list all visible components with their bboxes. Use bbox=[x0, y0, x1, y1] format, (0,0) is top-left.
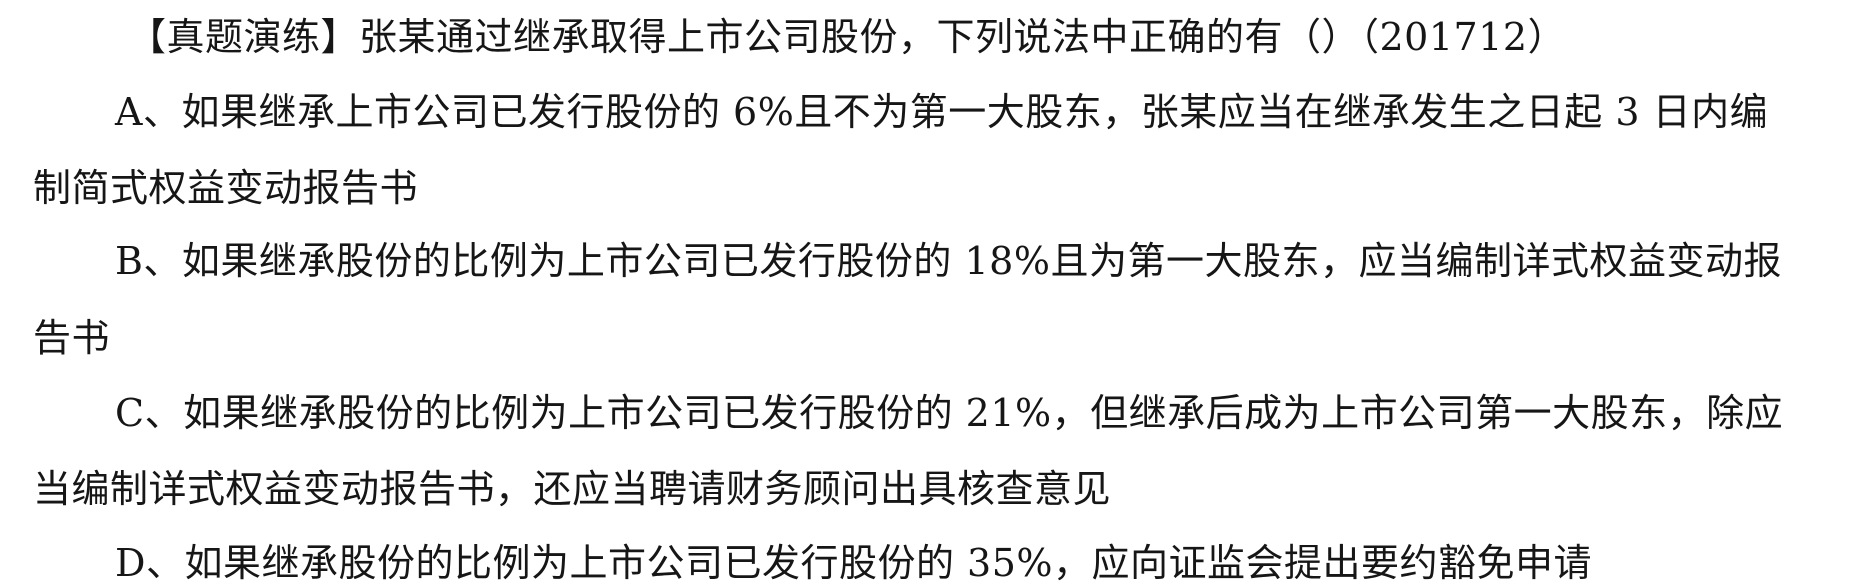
option-c-line-2: 当编制详式权益变动报告书，还应当聘请财务顾问出具核查意见 bbox=[33, 467, 1112, 511]
option-d-line-1: D、如果继承股份的比例为上市公司已发行股份的 35%，应向证监会提出要约豁免申请 bbox=[115, 541, 1593, 585]
option-c-line-1: C、如果继承股份的比例为上市公司已发行股份的 21%，但继承后成为上市公司第一大… bbox=[115, 391, 1784, 435]
option-b-line-1: B、如果继承股份的比例为上市公司已发行股份的 18%且为第一大股东，应当编制详式… bbox=[115, 239, 1782, 283]
option-a-line-1: A、如果继承上市公司已发行股份的 6%且不为第一大股东，张某应当在继承发生之日起… bbox=[115, 90, 1769, 134]
option-b-line-2: 告书 bbox=[33, 316, 111, 360]
question-stem: 【真题演练】张某通过继承取得上市公司股份，下列说法中正确的有（）（201712） bbox=[128, 15, 1567, 59]
option-a-line-2: 制简式权益变动报告书 bbox=[33, 166, 419, 210]
